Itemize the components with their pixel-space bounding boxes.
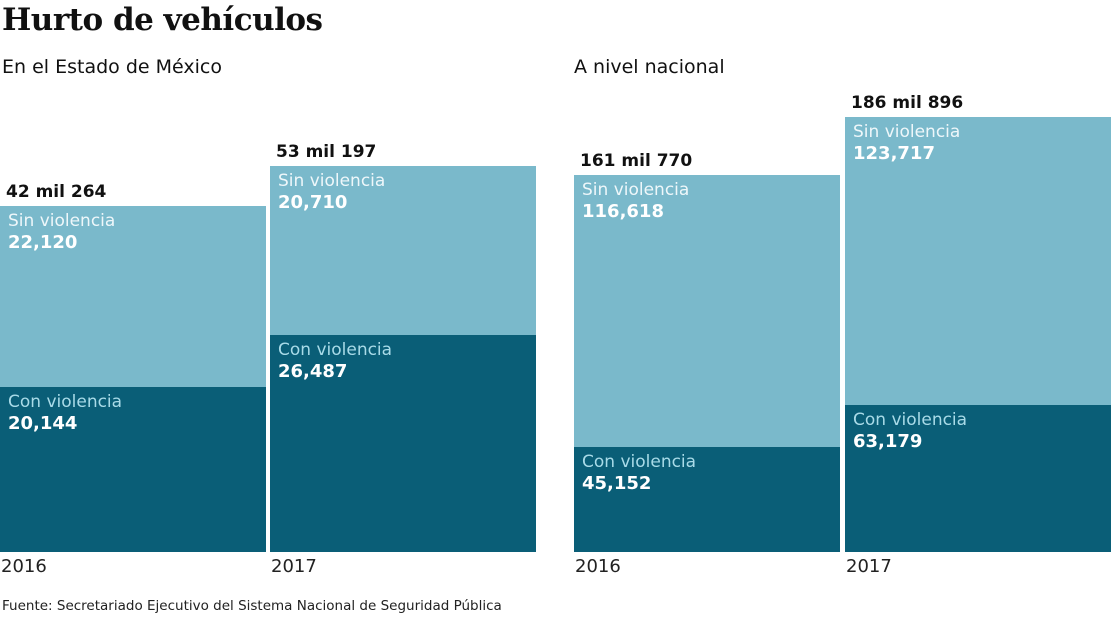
total-label-2016: 161 mil 770 <box>580 151 693 172</box>
source-note: Fuente: Secretariado Ejecutivo del Siste… <box>2 598 502 614</box>
label-con-violencia: Con violencia 63,179 <box>853 409 967 453</box>
subtitle-nacional: A nivel nacional <box>574 56 725 78</box>
value-label: 22,120 <box>8 232 78 254</box>
label-sin-violencia: Sin violencia 116,618 <box>582 179 689 223</box>
value-label: 123,717 <box>853 143 935 164</box>
bar-con-violencia-2016 <box>574 446 840 552</box>
label-con-violencia: Con violencia 20,144 <box>8 391 122 435</box>
series-name: Con violencia <box>582 451 697 472</box>
bar-con-violencia-2016 <box>0 387 266 552</box>
bar-sin-violencia-2016 <box>574 175 840 447</box>
year-label-2016: 2016 <box>1 556 47 577</box>
series-name: Sin violencia <box>853 122 961 142</box>
total-label-2017: 53 mil 197 <box>276 142 377 163</box>
value-label: 20,144 <box>8 413 78 435</box>
value-label: 116,618 <box>582 201 664 223</box>
series-name: Con violencia <box>278 340 393 361</box>
year-label-2016: 2016 <box>575 556 621 577</box>
value-label: 26,487 <box>278 361 348 383</box>
label-sin-violencia: Sin violencia 22,120 <box>8 210 115 254</box>
bar-con-violencia-2017 <box>845 404 1111 552</box>
value-label: 20,710 <box>278 192 348 214</box>
subtitle-estado-mexico: En el Estado de México <box>2 56 222 78</box>
label-con-violencia: Con violencia 26,487 <box>278 339 392 383</box>
chart-title: Hurto de vehículos <box>2 2 323 38</box>
series-name: Con violencia <box>8 392 123 413</box>
value-label: 45,152 <box>582 472 652 494</box>
label-sin-violencia: Sin violencia 123,717 <box>853 121 960 165</box>
series-name: Sin violencia <box>8 211 116 232</box>
label-con-violencia: Con violencia 45,152 <box>582 451 696 495</box>
year-label-2017: 2017 <box>271 556 317 577</box>
series-name: Con violencia <box>853 409 968 430</box>
bar-sin-violencia-2016 <box>0 206 266 388</box>
year-label-2017: 2017 <box>846 556 892 577</box>
series-name: Sin violencia <box>582 180 690 201</box>
value-label: 63,179 <box>853 430 923 452</box>
total-label-2016: 42 mil 264 <box>6 182 107 203</box>
total-label-2017: 186 mil 896 <box>851 93 964 113</box>
label-sin-violencia: Sin violencia 20,710 <box>278 170 385 214</box>
bar-con-violencia-2017 <box>270 335 536 552</box>
bar-sin-violencia-2017 <box>270 166 536 336</box>
series-name: Sin violencia <box>278 171 386 192</box>
bar-sin-violencia-2017 <box>845 117 1111 405</box>
